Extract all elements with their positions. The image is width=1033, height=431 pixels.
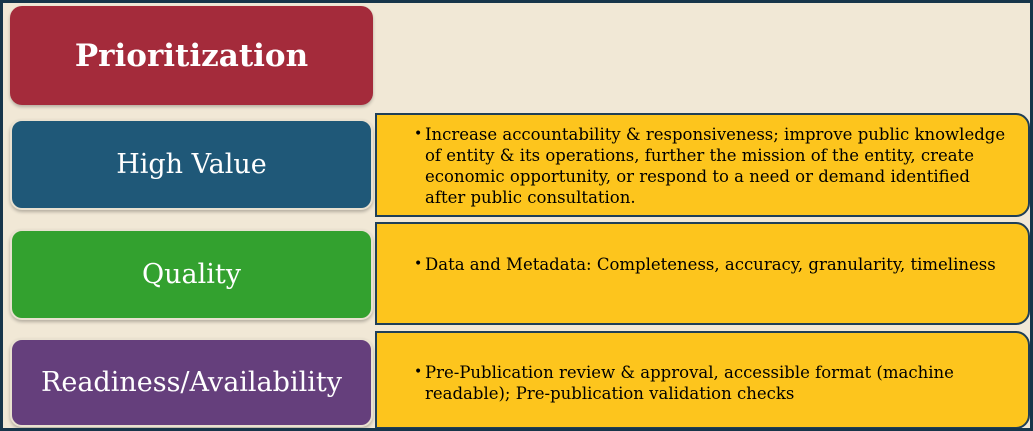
high-value-label-box: High Value xyxy=(10,119,373,210)
high-value-description-box: • Increase accountability & responsivene… xyxy=(375,113,1030,217)
high-value-description: Increase accountability & responsiveness… xyxy=(425,125,1006,207)
bullet-dot-icon: • xyxy=(414,364,423,380)
bullet-dot-icon: • xyxy=(414,256,423,272)
readiness-description: Pre-Publication review & approval, acces… xyxy=(425,363,954,403)
bullet-dot-icon: • xyxy=(414,126,423,142)
quality-label-box: Quality xyxy=(10,229,373,320)
high-value-bullet: • Increase accountability & responsivene… xyxy=(414,124,1008,208)
readiness-label: Readiness/Availability xyxy=(41,367,342,398)
quality-bullet: • Data and Metadata: Completeness, accur… xyxy=(414,254,1008,275)
readiness-bullet: • Pre-Publication review & approval, acc… xyxy=(414,362,1008,404)
readiness-label-box: Readiness/Availability xyxy=(10,338,373,427)
quality-description: Data and Metadata: Completeness, accurac… xyxy=(425,255,996,274)
readiness-description-box: • Pre-Publication review & approval, acc… xyxy=(375,331,1030,428)
high-value-label: High Value xyxy=(116,149,267,180)
prioritization-title-box: Prioritization xyxy=(10,6,373,105)
quality-label: Quality xyxy=(142,259,241,290)
quality-description-box: • Data and Metadata: Completeness, accur… xyxy=(375,222,1030,325)
diagram-title: Prioritization xyxy=(74,37,309,74)
